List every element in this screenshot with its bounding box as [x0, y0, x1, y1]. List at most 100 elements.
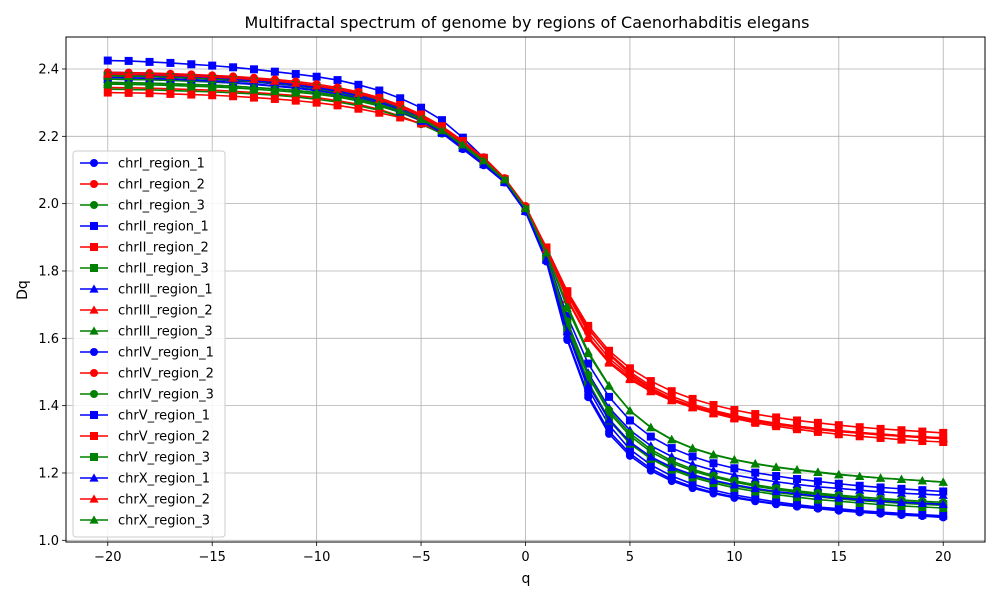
y-tick-label: 1.6 — [38, 332, 59, 347]
legend-label: chrII_region_2 — [118, 241, 209, 256]
legend-entry: chrII_region_1 — [80, 220, 209, 235]
data-point — [625, 437, 635, 446]
legend-marker — [90, 453, 98, 461]
y-tick-label: 1.4 — [38, 399, 59, 414]
data-point — [938, 477, 948, 486]
data-point — [458, 140, 468, 149]
legend-entry: chrV_region_2 — [80, 430, 210, 445]
data-point — [918, 502, 927, 511]
legend-label: chrIII_region_1 — [118, 283, 213, 298]
data-point — [708, 449, 719, 459]
legend-marker — [90, 201, 98, 209]
data-point — [249, 74, 259, 84]
data-point — [667, 456, 676, 465]
data-point — [605, 406, 614, 415]
data-point — [687, 470, 698, 479]
data-point — [751, 410, 760, 419]
data-point — [500, 175, 510, 184]
y-axis-label: Dq — [15, 280, 31, 300]
data-point — [270, 84, 280, 93]
legend-label: chrV_region_1 — [118, 409, 210, 424]
data-point — [353, 94, 364, 103]
x-tick-label: −10 — [303, 550, 330, 565]
data-point — [354, 104, 363, 113]
y-tick-label: 1.8 — [38, 264, 59, 279]
data-point — [729, 413, 739, 422]
y-axis-ticks: 1.0 1.2 1.4 1.6 1.8 2.0 2.2 2.4 — [38, 62, 66, 549]
data-point — [354, 80, 363, 89]
data-point — [855, 494, 865, 504]
data-point — [605, 392, 614, 401]
data-point — [751, 494, 760, 503]
data-point — [165, 70, 176, 80]
data-point — [813, 491, 823, 500]
data-point — [291, 85, 301, 95]
data-point — [772, 472, 781, 481]
data-point — [876, 508, 885, 517]
data-point — [939, 428, 948, 437]
data-point — [792, 422, 802, 431]
data-point — [583, 333, 593, 342]
data-point — [541, 248, 551, 257]
legend-entry: chrII_region_2 — [80, 241, 209, 256]
data-point — [646, 386, 656, 396]
legend-marker — [90, 411, 98, 419]
legend-marker — [90, 180, 98, 188]
y-tick-label: 2.0 — [38, 197, 59, 212]
data-point — [917, 433, 927, 442]
legend-label: chrIII_region_2 — [118, 304, 213, 319]
legend-entry: chrX_region_1 — [80, 472, 210, 487]
y-tick-label: 1.2 — [38, 466, 59, 481]
data-point — [144, 70, 155, 79]
data-point — [584, 359, 593, 368]
data-point — [270, 76, 280, 85]
data-point — [897, 501, 906, 510]
chart-title: Multifractal spectrum of genome by regio… — [245, 13, 810, 32]
legend-label: chrII_region_1 — [118, 220, 209, 235]
legend-marker — [90, 369, 98, 377]
data-point — [771, 486, 781, 496]
data-point — [145, 57, 154, 66]
data-point — [918, 510, 927, 519]
legend-label: chrII_region_3 — [118, 262, 209, 277]
data-point — [353, 88, 364, 98]
data-point — [730, 464, 739, 473]
data-point — [917, 476, 927, 485]
legend-label: chrIII_region_3 — [118, 325, 213, 340]
data-point — [520, 203, 531, 213]
x-tick-label: −15 — [198, 550, 225, 565]
legend-label: chrIV_region_1 — [118, 346, 214, 361]
data-point — [793, 500, 802, 509]
data-point — [584, 324, 593, 333]
data-point — [187, 90, 196, 99]
data-point — [938, 499, 948, 508]
data-point — [667, 434, 677, 443]
data-point — [291, 96, 300, 105]
data-point — [604, 415, 614, 424]
legend-entry: chrI_region_2 — [80, 178, 205, 193]
data-point — [103, 88, 112, 97]
data-point — [229, 63, 238, 72]
data-point — [228, 81, 238, 90]
legend-label: chrI_region_1 — [118, 157, 205, 172]
data-point — [709, 400, 718, 409]
series-chrX_region_3 — [103, 77, 948, 486]
data-point — [688, 465, 697, 474]
data-point — [897, 509, 906, 518]
data-point — [687, 459, 698, 468]
legend-entry: chrI_region_1 — [80, 157, 205, 172]
data-point — [625, 445, 634, 454]
data-point — [605, 421, 614, 430]
data-point — [813, 477, 822, 486]
data-point — [605, 427, 614, 436]
x-axis-ticks: −20 −15 −10 −5 0 5 10 15 20 — [94, 542, 952, 565]
x-tick-label: 5 — [626, 550, 634, 565]
x-tick-label: 0 — [521, 550, 529, 565]
data-point — [103, 56, 112, 65]
data-point — [813, 424, 823, 434]
data-point — [855, 423, 864, 432]
data-point — [625, 406, 635, 415]
data-point — [646, 460, 655, 469]
x-axis-label: q — [522, 571, 531, 587]
data-point — [437, 116, 446, 125]
